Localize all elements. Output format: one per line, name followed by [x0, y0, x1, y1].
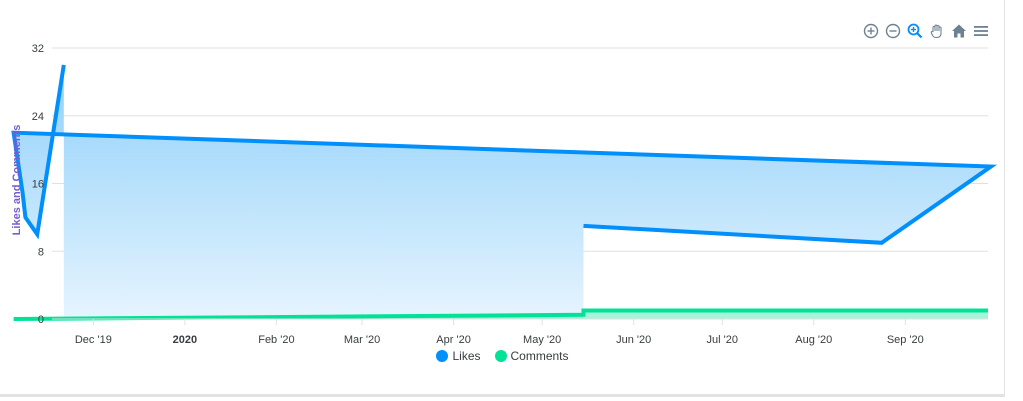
selection-zoom-icon[interactable]: [906, 22, 924, 40]
x-tick-label: Dec '19: [75, 334, 112, 346]
y-axis-ticks: 0 8 16 24 32: [32, 43, 44, 326]
x-tick-label: Mar '20: [344, 334, 380, 346]
comments-area: [13, 310, 989, 319]
y-tick-label: 8: [38, 246, 44, 258]
x-axis-ticks: Dec '19 2020 Feb '20 Mar '20 Apr '20 May '20 J…: [75, 319, 924, 346]
legend-label-comments: Comments: [510, 349, 569, 363]
chart-legend: Likes Comments: [0, 349, 1005, 363]
menu-icon[interactable]: [972, 22, 990, 40]
reset-home-icon[interactable]: [950, 22, 968, 40]
pan-icon[interactable]: [928, 22, 946, 40]
series-areas: [13, 64, 991, 319]
y-tick-label: 0: [38, 314, 44, 326]
legend-item-comments[interactable]: Comments: [494, 349, 569, 363]
legend-marker-comments: [494, 350, 507, 362]
likes-line: [11, 64, 998, 245]
y-tick-label: 16: [32, 179, 44, 191]
legend-label-likes: Likes: [452, 349, 481, 363]
x-tick-label: Jun '20: [616, 334, 651, 346]
x-tick-label: Sep '20: [887, 334, 924, 346]
y-tick-label: 32: [32, 43, 44, 55]
zoom-out-icon[interactable]: [884, 22, 902, 40]
x-tick-label: Apr '20: [436, 334, 471, 346]
y-tick-label: 24: [32, 111, 44, 123]
y-axis-label: Likes and Comments: [11, 125, 23, 236]
legend-marker-likes: [436, 350, 449, 362]
likes-area: [13, 64, 991, 319]
x-tick-label: Aug '20: [795, 334, 832, 346]
chart-svg: 0 8 16 24 32 Dec '19 2020 Feb '20 Mar '20 Apr '2…: [11, 43, 998, 346]
series-lines: [11, 64, 998, 321]
comments-line: [13, 308, 988, 321]
x-tick-label: Jul '20: [707, 334, 738, 346]
x-tick-label: May '20: [523, 334, 561, 346]
legend-item-likes[interactable]: Likes: [436, 349, 481, 363]
x-tick-label: 2020: [173, 334, 197, 346]
x-tick-label: Feb '20: [258, 334, 294, 346]
chart-container: 0 8 16 24 32 Dec '19 2020 Feb '20 Mar '20 Apr '2…: [0, 0, 1005, 397]
chart-toolbar: [862, 20, 990, 42]
zoom-in-icon[interactable]: [862, 22, 880, 40]
